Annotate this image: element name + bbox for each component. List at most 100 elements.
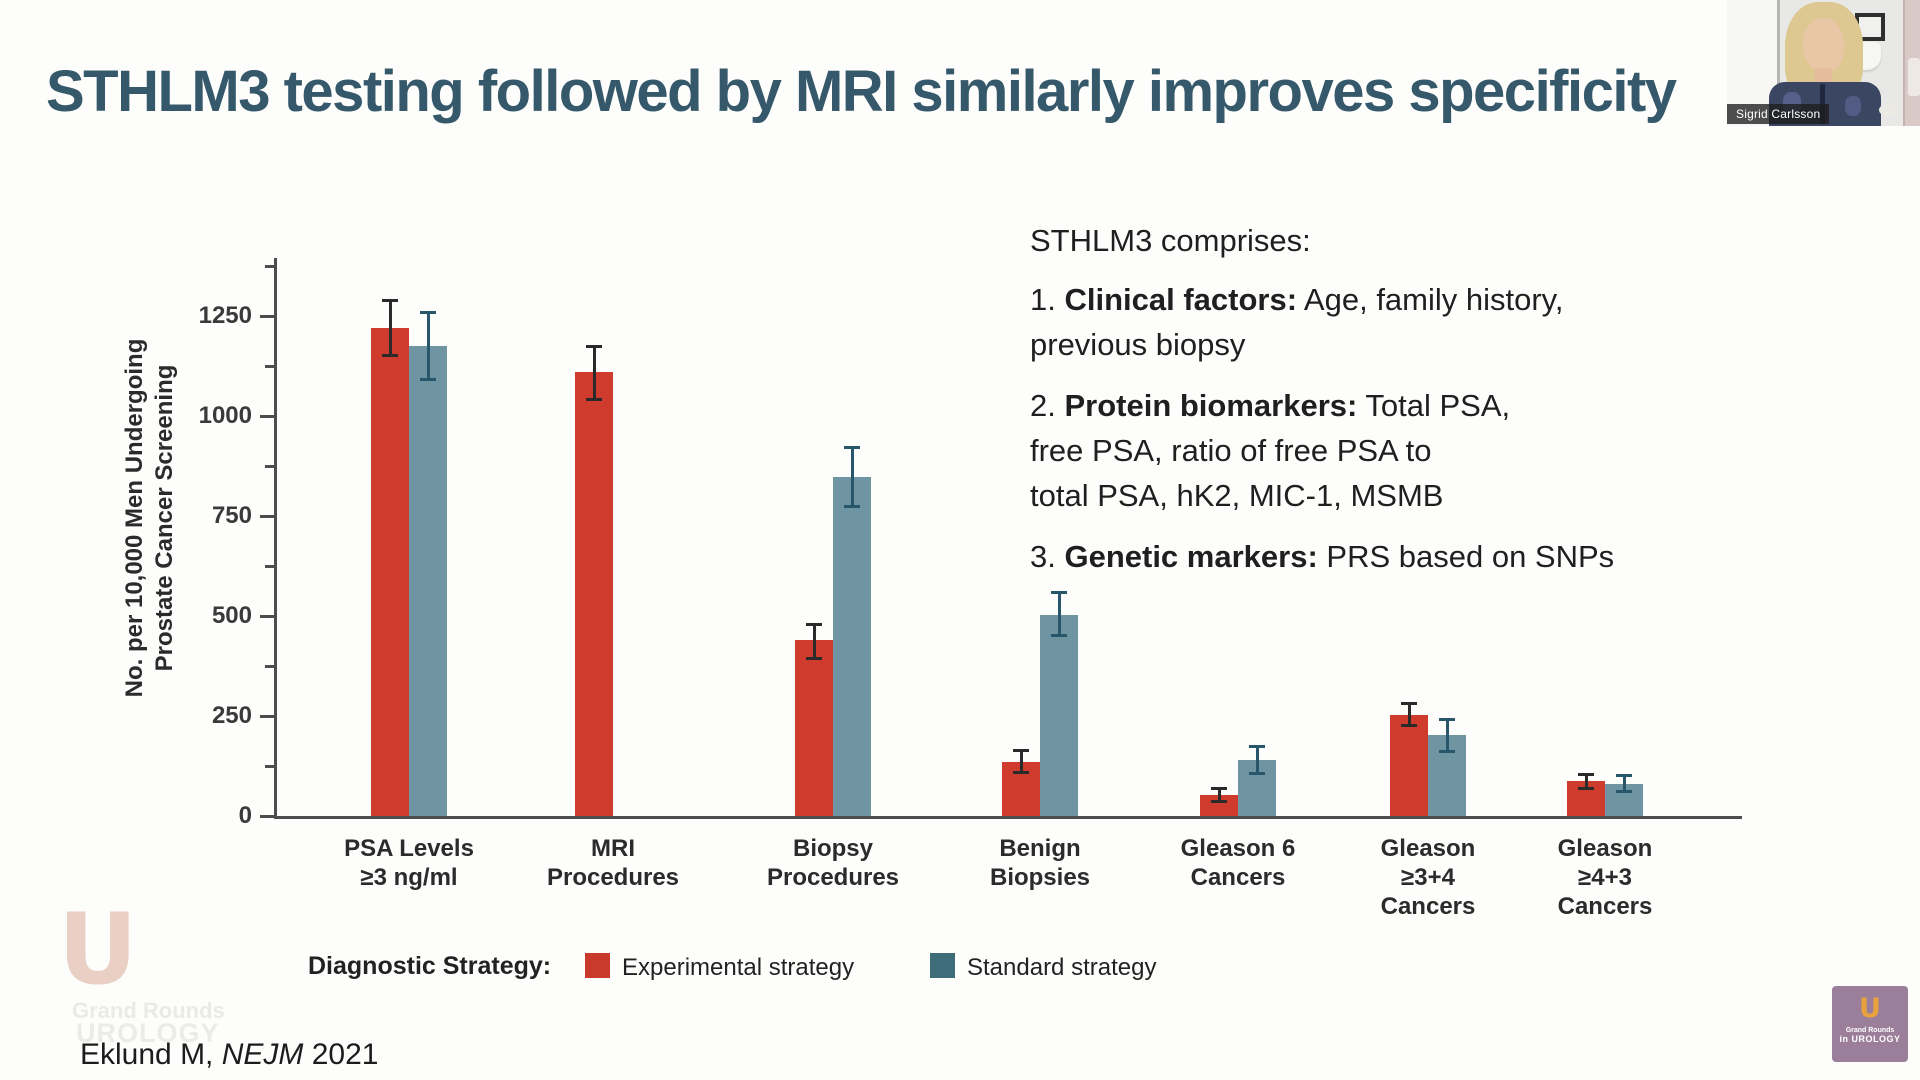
error-bar: [388, 300, 392, 356]
error-bar-cap: [1211, 787, 1227, 790]
category-label: Gleason ≥3+4 Cancers: [1380, 835, 1476, 920]
category-label: MRI Procedures: [546, 835, 680, 891]
y-tick-label: 1000: [198, 402, 252, 429]
legend-swatch-experimental: [585, 953, 610, 978]
grand-rounds-urology-logo: U Grand Rounds in UROLOGY: [1832, 986, 1908, 1062]
error-bar-cap: [844, 505, 860, 509]
bar-experimental: [371, 328, 409, 816]
citation: Eklund M, NEJM 2021: [80, 1038, 379, 1071]
y-minor-tick: [265, 265, 274, 268]
bar-experimental: [1390, 715, 1428, 816]
error-bar-cap: [1051, 591, 1067, 594]
error-bar-cap: [844, 446, 860, 450]
webcam-name-label: Sigrid Carlsson: [1727, 104, 1830, 124]
watermark-text: UROLOGY: [76, 1018, 220, 1048]
logo-letter: U: [1859, 993, 1881, 1024]
y-major-tick: [260, 815, 274, 818]
y-major-tick: [260, 415, 274, 418]
panel-paragraph: 2. Protein biomarkers: Total PSA, free PS…: [1030, 388, 1511, 513]
error-bar-cap: [1249, 745, 1265, 748]
error-bar-cap: [806, 623, 822, 626]
bar-standard: [1040, 615, 1078, 816]
logo-text: in UROLOGY: [1839, 1034, 1901, 1044]
category-label: Gleason 6 Cancers: [1180, 835, 1296, 891]
webcam-hanging-item: [1908, 58, 1920, 96]
error-bar: [1019, 750, 1023, 774]
y-minor-tick: [265, 465, 274, 468]
error-bar: [850, 447, 854, 508]
error-bar: [1057, 592, 1061, 636]
webcam-plant: [1879, 104, 1897, 116]
error-bar: [426, 312, 430, 380]
category-label: Benign Biopsies: [989, 835, 1091, 891]
error-bar-cap: [1439, 718, 1455, 722]
bar-experimental: [1200, 795, 1238, 816]
bar-experimental: [795, 640, 833, 816]
bar-standard: [833, 477, 871, 816]
panel-heading: STHLM3 comprises:: [1030, 223, 1311, 258]
error-bar: [592, 346, 596, 400]
error-bar-cap: [1051, 634, 1067, 637]
watermark-text: Grand Rounds: [72, 998, 225, 1023]
bar-standard: [409, 346, 447, 816]
y-axis-line: [274, 258, 277, 819]
presenter-neck: [1815, 68, 1832, 86]
error-bar-cap: [1249, 772, 1265, 775]
watermark-logo: U: [58, 893, 138, 1007]
error-bar-cap: [1616, 790, 1632, 793]
presenter-shirt-pattern: [1845, 96, 1861, 116]
y-major-tick: [260, 715, 274, 718]
y-tick-label: 750: [211, 502, 252, 529]
error-bar-cap: [1578, 786, 1594, 790]
x-axis-line: [274, 816, 1742, 819]
category-label: Gleason ≥4+3 Cancers: [1557, 835, 1653, 920]
legend-swatch-standard: [930, 953, 955, 978]
logo-text: Grand Rounds: [1845, 1027, 1895, 1034]
legend-label-experimental: Experimental strategy: [622, 954, 855, 981]
y-tick-label: 0: [238, 802, 252, 829]
y-minor-tick: [265, 665, 274, 668]
error-bar-cap: [382, 354, 398, 357]
y-tick-label: 1250: [198, 302, 252, 329]
error-bar-cap: [1401, 724, 1417, 727]
error-bar: [1622, 775, 1626, 792]
slide-title: STHLM3 testing followed by MRI similarly…: [46, 59, 1677, 124]
error-bar-cap: [586, 398, 602, 401]
y-major-tick: [260, 515, 274, 518]
error-bar: [1445, 719, 1449, 752]
legend-label-standard: Standard strategy: [967, 954, 1157, 981]
error-bar-cap: [382, 299, 398, 302]
sthlm3-description-panel: STHLM3 comprises: 1. Clinical factors: A…: [1030, 218, 1770, 595]
webcam-video: Sigrid Carlsson: [1727, 0, 1920, 126]
error-bar-cap: [420, 311, 436, 314]
webcam-window-edge: [1777, 0, 1780, 126]
error-bar: [1217, 788, 1221, 802]
y-major-tick: [260, 615, 274, 618]
category-label: PSA Levels ≥3 ng/ml: [344, 835, 474, 891]
error-bar-cap: [420, 378, 436, 381]
presenter-face: [1803, 18, 1844, 73]
error-bar: [1584, 774, 1588, 789]
y-minor-tick: [265, 365, 274, 368]
error-bar: [1255, 746, 1259, 774]
panel-paragraph: 1. Clinical factors: Age, family history…: [1030, 282, 1564, 362]
chart-legend: Diagnostic Strategy: Experimental strate…: [0, 948, 1920, 988]
error-bar-cap: [586, 345, 602, 348]
error-bar: [1407, 703, 1411, 726]
error-bar-cap: [1401, 702, 1417, 706]
error-bar-cap: [806, 657, 822, 661]
error-bar-cap: [1211, 800, 1227, 803]
error-bar-cap: [1578, 773, 1594, 776]
y-tick-label: 500: [211, 602, 252, 629]
y-minor-tick: [265, 765, 274, 768]
y-tick-label: 250: [211, 702, 252, 729]
category-label: Biopsy Procedures: [766, 835, 900, 891]
error-bar-cap: [1013, 749, 1029, 752]
error-bar: [812, 624, 816, 660]
y-minor-tick: [265, 565, 274, 568]
error-bar-cap: [1616, 774, 1632, 778]
bar-experimental: [575, 372, 613, 816]
error-bar-cap: [1439, 750, 1455, 753]
panel-paragraph: 3. Genetic markers: PRS based on SNPs: [1030, 539, 1615, 574]
